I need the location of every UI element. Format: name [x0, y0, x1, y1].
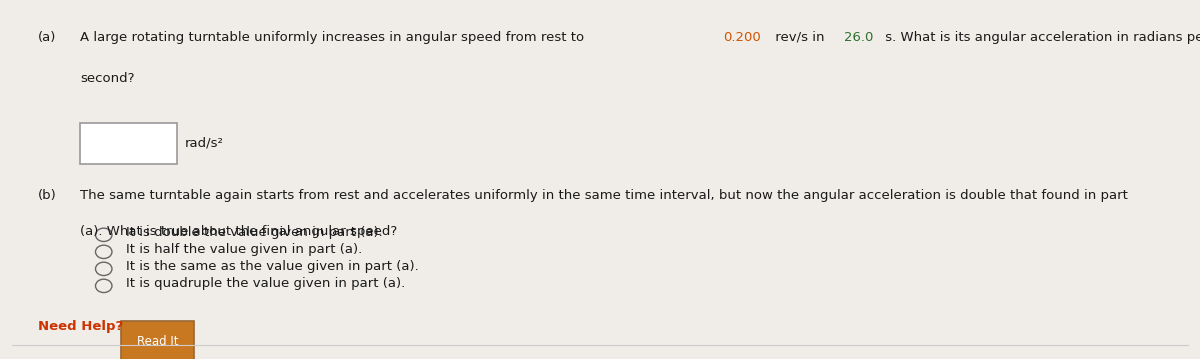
Text: second?: second?: [80, 72, 134, 85]
Text: Read It: Read It: [137, 335, 179, 348]
Text: The same turntable again starts from rest and accelerates uniformly in the same : The same turntable again starts from res…: [80, 190, 1128, 202]
FancyBboxPatch shape: [80, 123, 176, 164]
Text: 26.0: 26.0: [844, 31, 874, 44]
Text: rad/s²: rad/s²: [185, 137, 223, 150]
Text: (b): (b): [38, 190, 56, 202]
Text: rev/s in: rev/s in: [770, 31, 828, 44]
Text: It is half the value given in part (a).: It is half the value given in part (a).: [126, 243, 362, 256]
Text: 0.200: 0.200: [724, 31, 761, 44]
FancyBboxPatch shape: [121, 321, 194, 359]
Text: Need Help?: Need Help?: [38, 320, 124, 333]
Text: (a): (a): [38, 31, 56, 44]
Text: It is double the value given in part (a).: It is double the value given in part (a)…: [126, 226, 383, 239]
Text: A large rotating turntable uniformly increases in angular speed from rest to: A large rotating turntable uniformly inc…: [80, 31, 588, 44]
Text: It is the same as the value given in part (a).: It is the same as the value given in par…: [126, 260, 419, 273]
Text: It is quadruple the value given in part (a).: It is quadruple the value given in part …: [126, 278, 406, 290]
Text: (a). What is true about the final angular speed?: (a). What is true about the final angula…: [80, 225, 397, 238]
Text: s. What is its angular acceleration in radians per second per: s. What is its angular acceleration in r…: [881, 31, 1200, 44]
